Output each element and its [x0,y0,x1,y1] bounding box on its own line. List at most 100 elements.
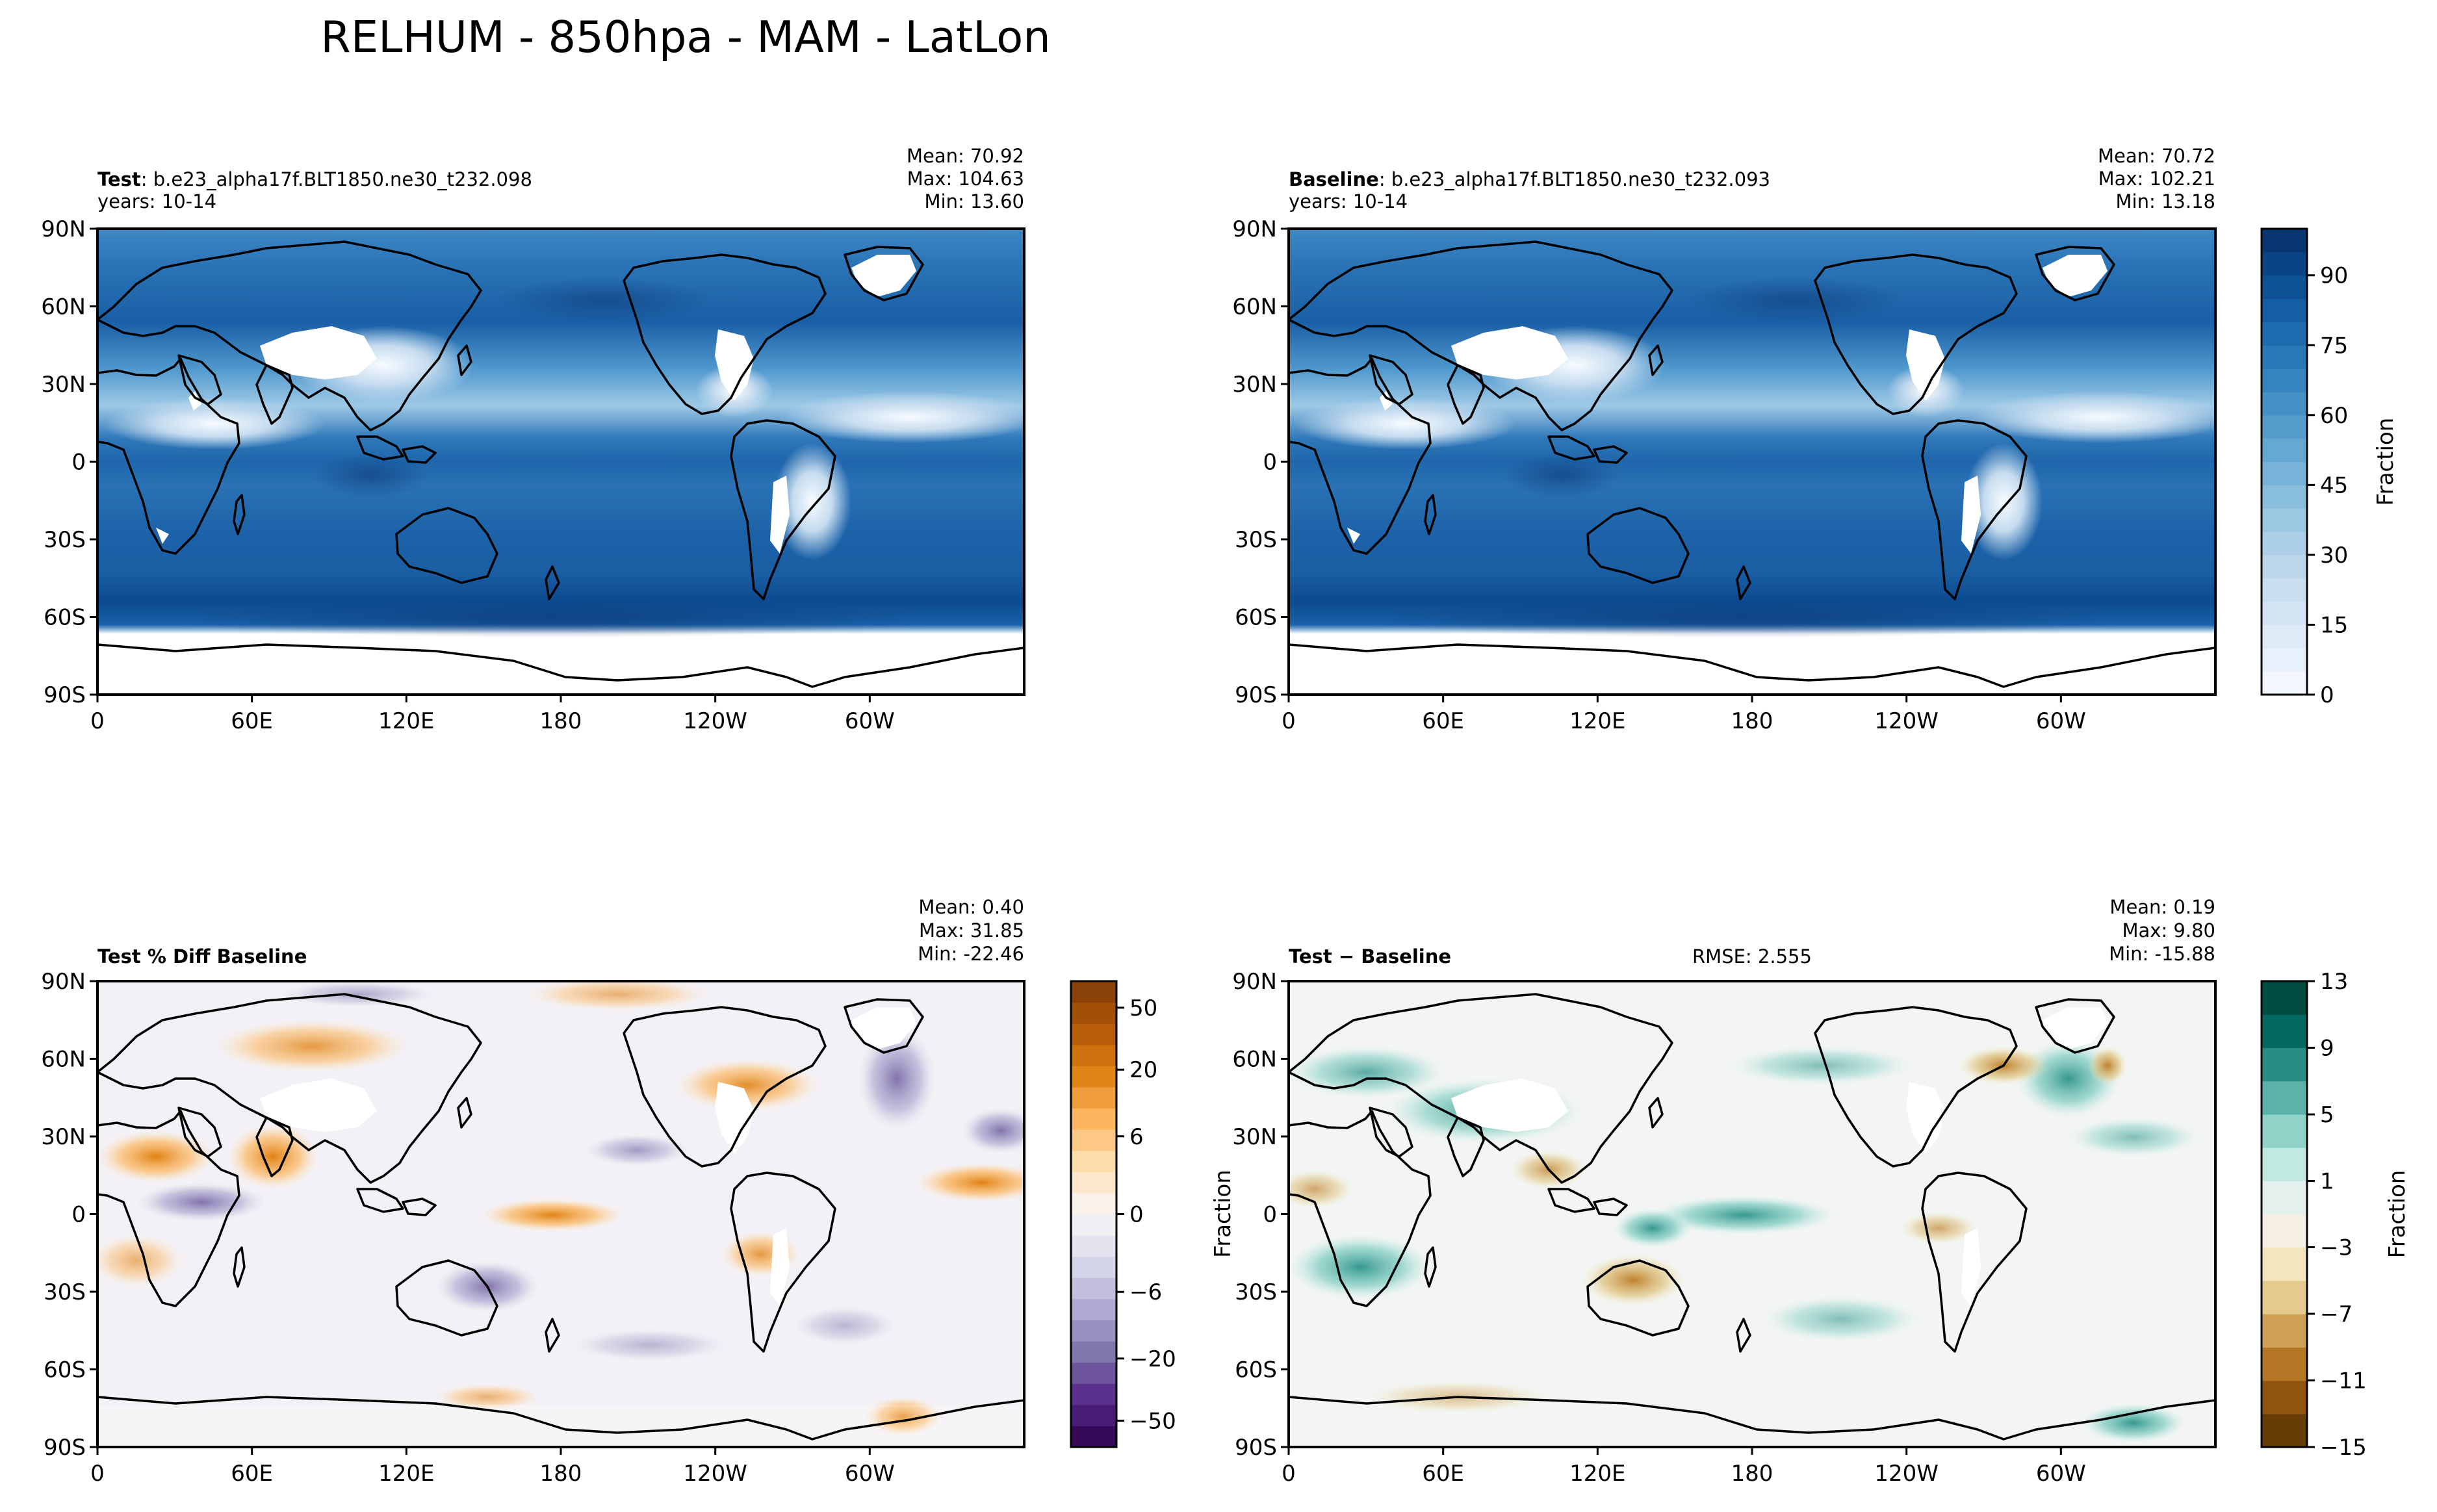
colorbar-band [1071,1235,1116,1257]
colorbar-tick-label: 75 [2320,333,2348,359]
map-field-test [97,229,1024,695]
colorbar-diff: −15 −11 −7 −3 1 5 9 13 Fraction [2260,969,2410,1461]
colorbar-label: Fraction [2373,418,2399,506]
x-tick-label: 0 [90,1461,105,1487]
y-tick-label: 90N [1232,969,1277,995]
colorbar-band [2262,981,2307,1015]
diff-left-ylabel: Fraction [1210,1170,1236,1258]
y-tick-label: 60S [44,605,86,631]
y-tick-label: 60N [1232,1047,1277,1073]
x-tick-label: 0 [1282,1461,1296,1487]
x-tick-label: 180 [540,1461,582,1487]
colorbar-band [1071,1341,1116,1363]
colorbar-tick-label: −15 [2320,1435,2367,1461]
x-tick-label: 60E [231,1461,273,1487]
colorbar-tick-label: 30 [2320,543,2348,569]
colorbar-band [1071,1298,1116,1321]
x-tick-label: 60E [1422,1461,1464,1487]
y-tick-label: 90S [1235,1435,1277,1461]
x-tick-label: 120E [1569,708,1625,734]
diff-title: Test − Baseline [1289,945,1451,967]
pctdiff-max: Max: 31.85 [919,919,1024,942]
colorbar-band [2262,1181,2307,1215]
colorbar-band [1071,1214,1116,1236]
colorbar-band [2262,532,2307,556]
colorbars-layer: 0153045607590Fraction−50−20−6062050−15−1… [1070,227,2410,1461]
colorbar-band [2262,1314,2307,1348]
colorbar-tick-label: 45 [2320,472,2348,498]
colorbar-band [2262,298,2307,322]
y-tick-label: 60S [1235,605,1277,631]
map-field-diff [1289,981,2215,1447]
x-tick-label: 60E [1422,708,1464,734]
colorbar-frame [2260,980,2308,1448]
x-tick-label: 60E [231,708,273,734]
y-tick-label: 90N [41,216,86,242]
x-tick-label: 180 [540,708,582,734]
diff-max: Max: 9.80 [2122,919,2215,942]
colorbar-band [1071,1426,1116,1448]
colorbar-tick-label: −11 [2320,1368,2367,1394]
y-tick-label: 90N [1232,216,1277,242]
y-tick-label: 0 [71,1202,86,1228]
colorbar-band [1071,1192,1116,1215]
colorbar-band [2262,251,2307,276]
x-tick-label: 60W [845,708,895,734]
panel-diff [1287,980,2217,1448]
y-tick-label: 90N [41,969,86,995]
y-tick-label: 60N [1232,294,1277,320]
colorbar-band [2262,438,2307,463]
colorbar-band [1071,1172,1116,1194]
diff-mean: Mean: 0.19 [2109,896,2215,918]
pctdiff-min: Min: -22.46 [918,943,1024,965]
colorbar-band [2262,415,2307,439]
colorbar-tick-label: 1 [2320,1169,2334,1195]
colorbar-label: Fraction [2384,1170,2410,1259]
test-mean: Mean: 70.92 [907,145,1024,167]
colorbar-tick-label: −3 [2320,1235,2353,1261]
x-tick-label: 60W [2036,708,2086,734]
diff-min: Min: -15.88 [2109,943,2215,965]
pctdiff-title: Test % Diff Baseline [97,945,307,967]
test-title: Test: b.e23_alpha17f.BLT1850.ne30_t232.0… [97,168,532,190]
colorbar-band [2262,601,2307,626]
test-max: Max: 104.63 [907,168,1024,190]
y-tick-label: 60N [41,1047,86,1073]
colorbar-band [2262,1014,2307,1049]
x-tick-label: 120E [378,1461,434,1487]
colorbar-tick-label: −50 [1129,1408,1176,1434]
colorbar-band [2262,345,2307,369]
colorbar-band [2262,1081,2307,1115]
colorbar-band [2262,368,2307,392]
colorbar-band [1071,1404,1116,1427]
colorbar-band [1071,1129,1116,1151]
colorbar-band [2262,624,2307,648]
y-tick-label: 30S [44,1279,86,1305]
y-tick-label: 60S [1235,1357,1277,1383]
panel-baseline [1287,227,2217,696]
colorbar-band [1071,1023,1116,1045]
x-tick-label: 120W [683,1461,747,1487]
colorbar-band [2262,554,2307,579]
colorbar-tick-label: 50 [1129,995,1157,1021]
colorbar-band [2262,461,2307,485]
y-tick-label: 0 [1263,1202,1277,1228]
colorbar-band [2262,1413,2307,1448]
x-tick-label: 60W [2036,1461,2086,1487]
colorbar-band [1071,1086,1116,1109]
x-tick-label: 180 [1731,1461,1773,1487]
colorbar-tick-label: 0 [1129,1202,1144,1228]
map-field-pctdiff [97,981,1024,1447]
colorbar-band [1071,1066,1116,1088]
x-tick-label: 120E [378,708,434,734]
colorbar-tick-label: 6 [1129,1124,1144,1150]
y-tick-label: 30N [1232,372,1277,398]
colorbar-band [2262,1380,2307,1415]
colorbar-band [2262,229,2307,253]
baseline-mean: Mean: 70.72 [2098,145,2215,167]
colorbar-band [1071,1150,1116,1172]
y-tick-label: 90S [1235,682,1277,708]
y-tick-label: 30S [1235,1279,1277,1305]
